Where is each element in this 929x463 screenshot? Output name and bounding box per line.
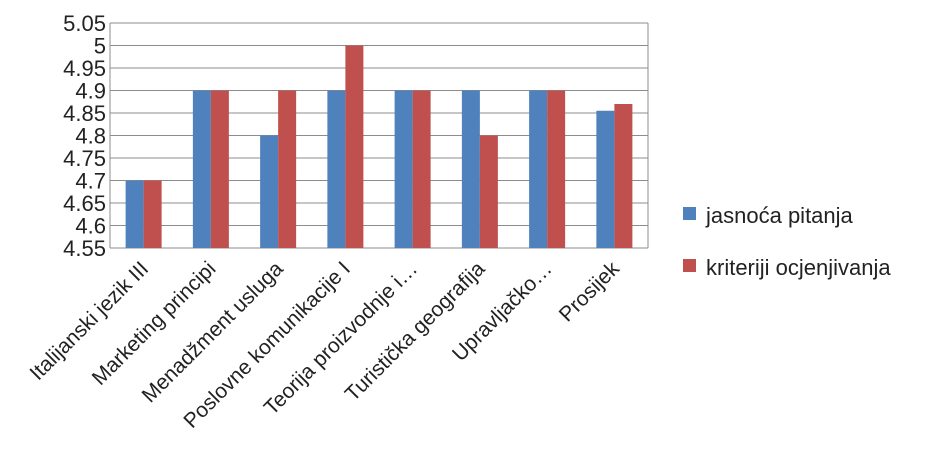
- bar-jasnoca: [192, 90, 211, 248]
- y-tick-label: 4.55: [63, 236, 106, 261]
- bar-jasnoca: [260, 135, 279, 248]
- legend-label-jasnoca: jasnoća pitanja: [705, 203, 854, 228]
- bar-kriteriji: [614, 104, 633, 248]
- bar-jasnoca: [596, 110, 615, 248]
- legend-label-kriteriji: kriteriji ocjenjivanja: [706, 255, 891, 280]
- y-tick-label: 4.85: [63, 101, 106, 126]
- bar-kriteriji: [479, 135, 498, 248]
- bar-jasnoca: [125, 180, 144, 248]
- legend-swatch-jasnoca: [683, 207, 696, 220]
- y-tick-label: 4.6: [75, 214, 106, 239]
- x-category-label: Marketing principi: [88, 257, 221, 390]
- x-category-label: Italijanski jezik III: [25, 257, 153, 385]
- bar-jasnoca: [529, 90, 548, 248]
- bars: [125, 45, 633, 248]
- bar-kriteriji: [278, 90, 297, 248]
- y-tick-label: 4.8: [75, 124, 106, 149]
- y-tick-label: 5: [94, 34, 106, 59]
- bar-kriteriji: [345, 45, 364, 248]
- y-tick-label: 5.05: [63, 11, 106, 36]
- legend-swatch-kriteriji: [683, 259, 696, 272]
- y-tick-label: 4.95: [63, 56, 106, 81]
- x-category-label: Prosijek: [555, 257, 624, 326]
- bar-jasnoca: [461, 90, 480, 248]
- bar-kriteriji: [210, 90, 229, 248]
- y-tick-label: 4.65: [63, 191, 106, 216]
- bar-jasnoca: [394, 90, 413, 248]
- bar-jasnoca: [327, 90, 346, 248]
- bar-kriteriji: [143, 180, 162, 248]
- y-tick-label: 4.7: [75, 169, 106, 194]
- bar-kriteriji: [412, 90, 431, 248]
- y-tick-label: 4.75: [63, 146, 106, 171]
- gridlines: [109, 22, 649, 249]
- bar-kriteriji: [547, 90, 566, 248]
- legend: jasnoća pitanja kriteriji ocjenjivanja: [683, 203, 891, 280]
- y-tick-label: 4.9: [75, 79, 106, 104]
